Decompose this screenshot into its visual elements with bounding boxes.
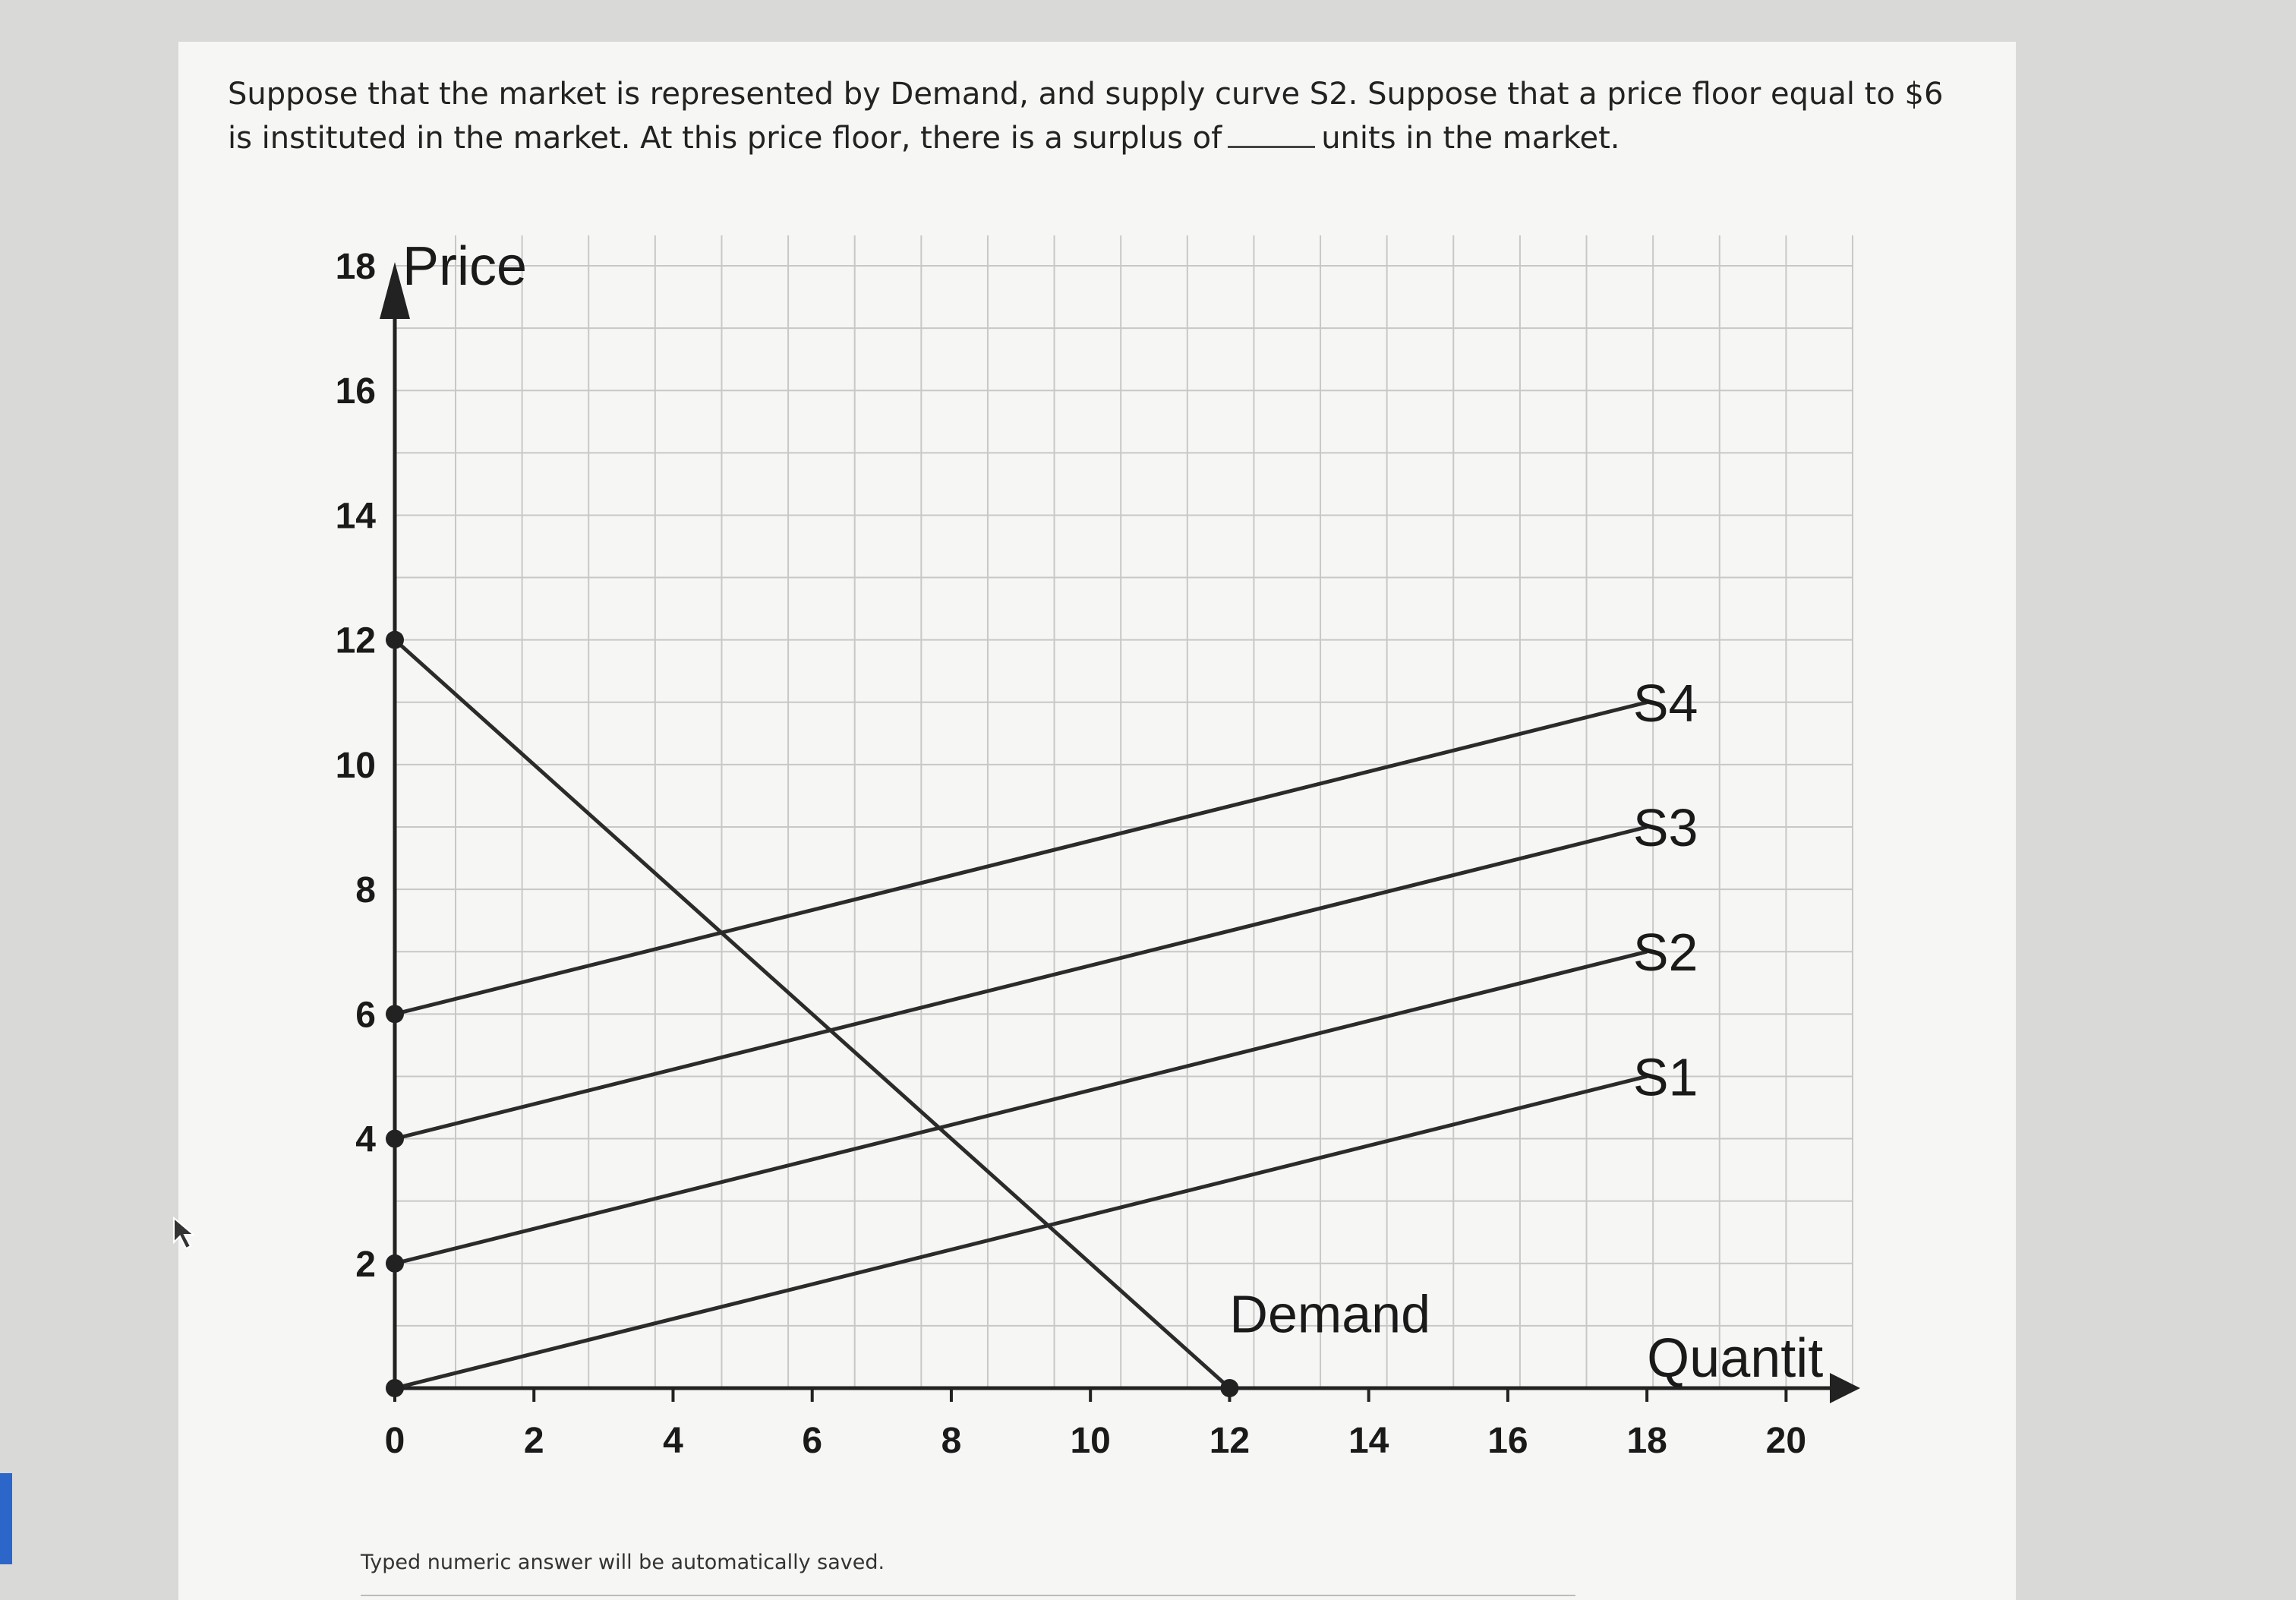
y-axis-arrow-icon (380, 262, 410, 319)
s3-line (394, 825, 1648, 1141)
s3-label: S3 (1633, 798, 1698, 857)
y-tick-label: 10 (336, 746, 376, 786)
s2-line (394, 949, 1648, 1266)
s4-label: S4 (1633, 674, 1698, 733)
x-tick-label: 8 (941, 1421, 962, 1461)
y-tick-label: 16 (336, 371, 376, 412)
s1-label: S1 (1633, 1047, 1698, 1106)
question-text-part2: units in the market. (1321, 121, 1620, 156)
s2-label: S2 (1633, 923, 1698, 982)
endpoint-marker (386, 1129, 404, 1148)
autosave-note: Typed numeric answer will be automatical… (361, 1551, 885, 1574)
x-tick-label: 18 (1626, 1421, 1667, 1461)
x-tick-label: 4 (663, 1421, 683, 1461)
chart-axes (380, 262, 1860, 1403)
y-tick-label: 4 (355, 1120, 376, 1160)
sidebar-edge-marker (0, 1473, 12, 1564)
chart-grid (395, 235, 1853, 1389)
demand-line (393, 638, 1232, 1390)
x-tick-label: 6 (802, 1421, 822, 1461)
y-axis-label: Price (402, 236, 527, 297)
x-tick-label: 16 (1487, 1421, 1528, 1461)
mouse-cursor-icon (173, 1216, 196, 1250)
x-tick-label: 14 (1348, 1421, 1389, 1461)
chart-tick-labels: 0 2 4 6 8 10 12 14 16 18 20 2 4 6 8 10 12 14 16 18 (336, 247, 1806, 1461)
footer-divider (361, 1595, 1575, 1596)
endpoint-marker (386, 1005, 404, 1024)
x-tick-label: 20 (1766, 1421, 1806, 1461)
s1-line (394, 1075, 1648, 1390)
x-axis-label: Quantit (1647, 1328, 1823, 1389)
chart-series (393, 638, 1648, 1390)
y-tick-label: 6 (355, 995, 376, 1035)
y-tick-label: 12 (336, 621, 376, 661)
x-tick-label: 12 (1210, 1421, 1250, 1461)
x-tick-label: 10 (1070, 1421, 1110, 1461)
question-text: Suppose that the market is represented b… (228, 72, 1974, 160)
x-tick-label: 0 (385, 1421, 405, 1461)
endpoint-marker (386, 630, 404, 649)
x-axis-arrow-icon (1830, 1373, 1860, 1403)
chart-series-labels: Demand S1 S2 S3 S4 (1229, 674, 1698, 1344)
y-tick-label: 2 (355, 1245, 376, 1285)
answer-blank[interactable] (1228, 118, 1316, 148)
question-panel (178, 42, 2016, 1600)
endpoint-marker (386, 1254, 404, 1273)
x-tick-label: 2 (524, 1421, 544, 1461)
s4-line (394, 700, 1648, 1016)
demand-label: Demand (1229, 1284, 1430, 1343)
y-tick-label: 18 (336, 247, 376, 287)
question-text-part1: Suppose that the market is represented b… (228, 77, 1944, 156)
y-tick-label: 8 (355, 870, 376, 910)
y-tick-label: 14 (336, 496, 377, 536)
chart-endpoints (386, 630, 1239, 1397)
